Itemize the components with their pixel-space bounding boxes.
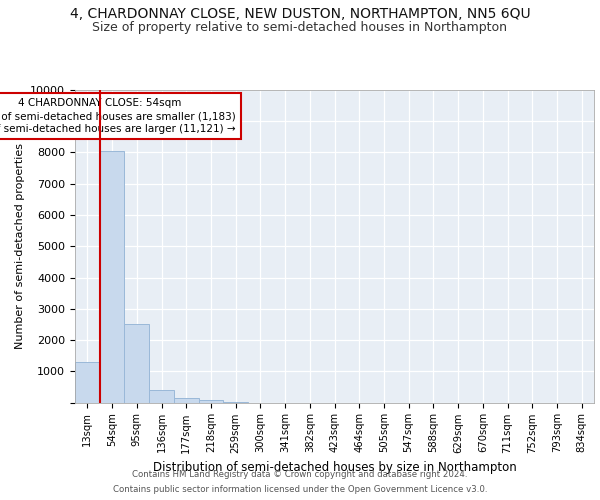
Bar [75,362,100,403]
Text: Contains public sector information licensed under the Open Government Licence v3: Contains public sector information licen… [113,485,487,494]
Bar [199,400,223,402]
X-axis label: Distribution of semi-detached houses by size in Northampton: Distribution of semi-detached houses by … [152,461,517,474]
Bar [149,390,174,402]
Text: Contains HM Land Registry data © Crown copyright and database right 2024.: Contains HM Land Registry data © Crown c… [132,470,468,479]
Text: Size of property relative to semi-detached houses in Northampton: Size of property relative to semi-detach… [92,21,508,34]
Bar [100,151,124,403]
Bar [174,398,199,402]
Text: 4 CHARDONNAY CLOSE: 54sqm
← 10% of semi-detached houses are smaller (1,183)
90% : 4 CHARDONNAY CLOSE: 54sqm ← 10% of semi-… [0,98,236,134]
Bar [124,324,149,402]
Y-axis label: Number of semi-detached properties: Number of semi-detached properties [15,143,25,349]
Text: 4, CHARDONNAY CLOSE, NEW DUSTON, NORTHAMPTON, NN5 6QU: 4, CHARDONNAY CLOSE, NEW DUSTON, NORTHAM… [70,8,530,22]
